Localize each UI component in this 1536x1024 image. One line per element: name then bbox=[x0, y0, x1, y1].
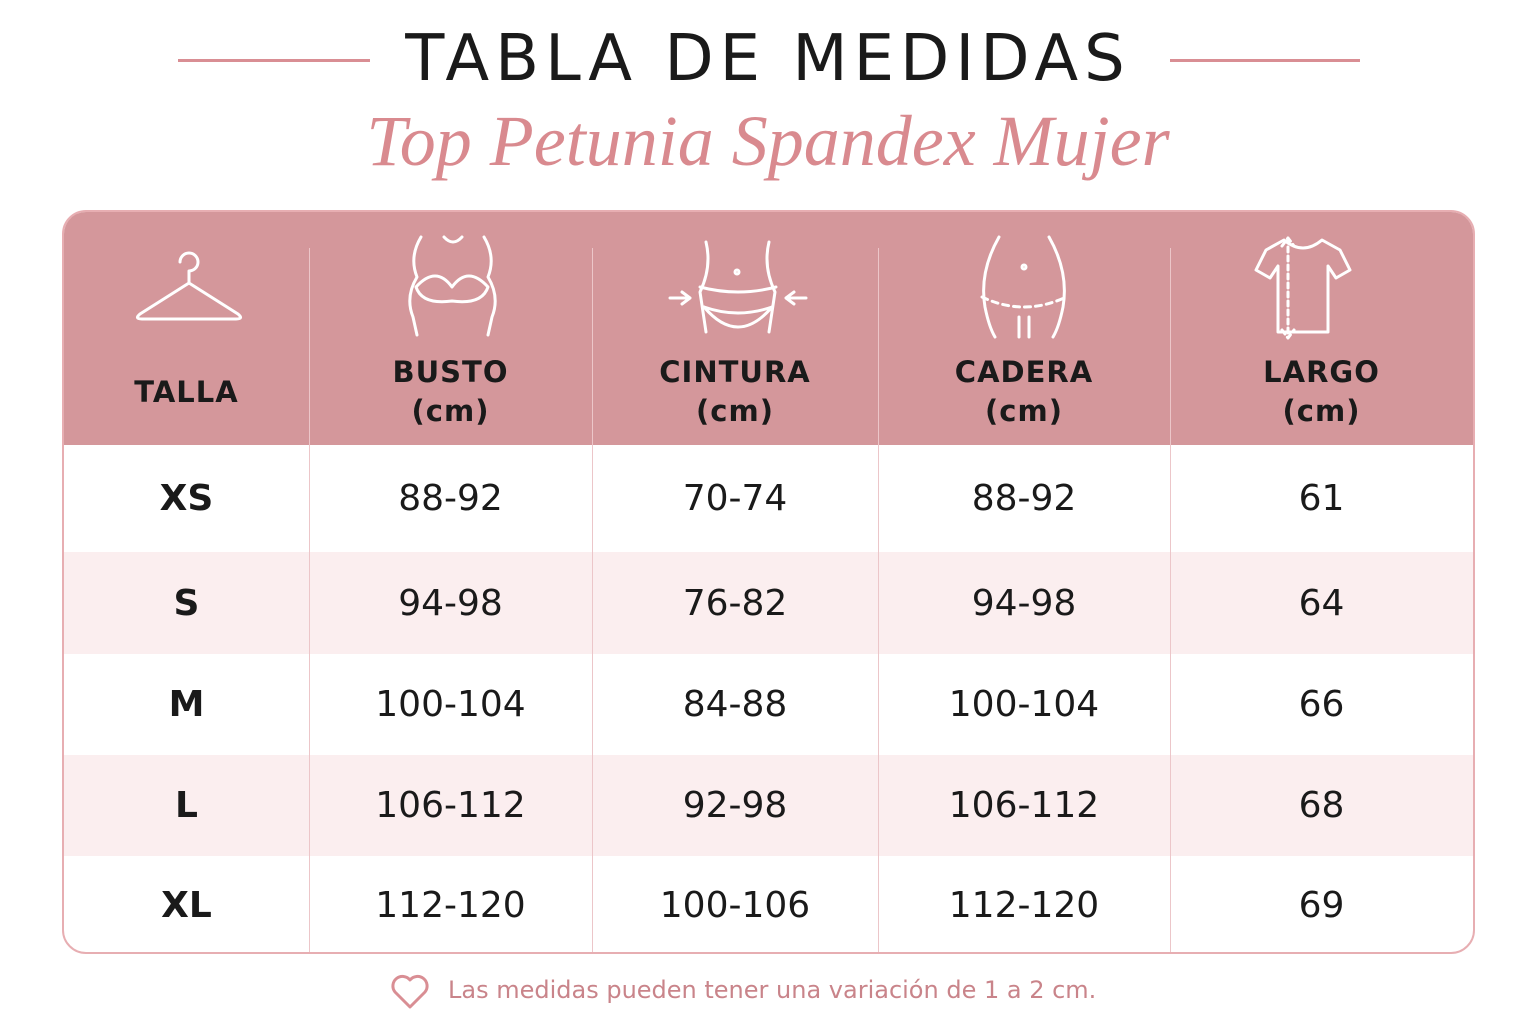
value-cell: 112-120 bbox=[375, 884, 526, 926]
column-divider bbox=[592, 248, 593, 952]
header-label: TALLA bbox=[134, 374, 239, 409]
value-cell: 106-112 bbox=[375, 785, 526, 826]
header-cell: TALLA bbox=[64, 347, 309, 437]
header-label: LARGO bbox=[1263, 355, 1380, 389]
value-cell: 94-98 bbox=[398, 582, 503, 624]
value-cell: 100-104 bbox=[948, 684, 1100, 725]
size-cell: S bbox=[173, 582, 200, 624]
title-rule bbox=[178, 59, 370, 62]
value-cell: 112-120 bbox=[948, 884, 1100, 926]
heart-icon bbox=[391, 974, 429, 1009]
value-cell: 68 bbox=[1298, 785, 1345, 826]
row-band bbox=[64, 552, 1473, 654]
size-cell: L bbox=[175, 785, 198, 826]
column-divider bbox=[309, 248, 310, 952]
value-cell: 94-98 bbox=[971, 582, 1077, 624]
value-cell: 92-98 bbox=[682, 785, 788, 826]
waist-icon bbox=[668, 240, 808, 334]
header-label: CADERA bbox=[954, 355, 1094, 389]
value-cell: 66 bbox=[1298, 684, 1345, 725]
size-cell: M bbox=[168, 684, 205, 725]
title: TABLA DE MEDIDAS bbox=[405, 22, 1131, 96]
value-cell: 64 bbox=[1298, 582, 1345, 624]
footnote: Las medidas pueden tener una variación d… bbox=[448, 976, 1097, 1004]
header-label: CINTURA bbox=[659, 355, 811, 389]
title-rule bbox=[1170, 59, 1360, 62]
value-cell: 69 bbox=[1298, 884, 1345, 926]
header-cell: BUSTO (cm) bbox=[309, 347, 592, 437]
header-unit: (cm) bbox=[985, 394, 1063, 428]
value-cell: 70-74 bbox=[682, 478, 788, 519]
header-cell: CINTURA (cm) bbox=[592, 347, 878, 437]
value-cell: 106-112 bbox=[948, 785, 1100, 826]
size-cell: XS bbox=[159, 478, 214, 519]
header-icons bbox=[135, 235, 1352, 340]
value-cell: 100-106 bbox=[659, 884, 811, 926]
value-cell: 76-82 bbox=[682, 582, 788, 624]
subtitle: Top Petunia Spandex Mujer bbox=[366, 101, 1170, 181]
hip-icon bbox=[980, 235, 1068, 339]
row-band bbox=[64, 755, 1473, 856]
header-label: BUSTO bbox=[392, 355, 509, 389]
header-cell: LARGO (cm) bbox=[1170, 347, 1473, 437]
bust-icon bbox=[408, 235, 497, 337]
header-unit: (cm) bbox=[1282, 394, 1361, 428]
size-table: TALLA BUSTO (cm) CINTURA (cm) CADERA (cm) LARGO… bbox=[62, 210, 1475, 954]
value-cell: 88-92 bbox=[398, 478, 503, 519]
shirt-icon bbox=[1254, 236, 1352, 340]
header-unit: (cm) bbox=[696, 394, 774, 428]
value-cell: 84-88 bbox=[682, 684, 788, 725]
column-divider bbox=[878, 248, 879, 952]
hanger-icon bbox=[135, 251, 243, 321]
size-cell: XL bbox=[161, 884, 212, 926]
value-cell: 61 bbox=[1298, 478, 1345, 519]
column-divider bbox=[1170, 248, 1171, 952]
header-cell: CADERA (cm) bbox=[878, 347, 1170, 437]
header-unit: (cm) bbox=[411, 394, 490, 428]
value-cell: 100-104 bbox=[375, 684, 526, 725]
value-cell: 88-92 bbox=[971, 478, 1077, 519]
